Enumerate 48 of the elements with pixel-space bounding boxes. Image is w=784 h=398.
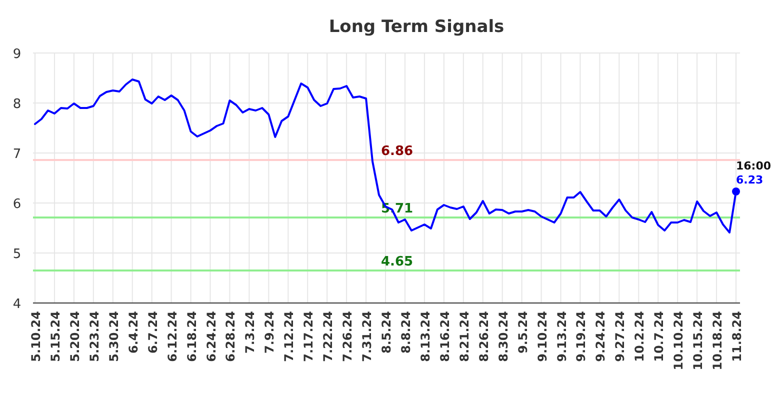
y-tick-label: 5 — [12, 247, 22, 262]
x-tick-label: 7.26.24 — [340, 311, 355, 362]
x-tick-label: 6.4.24 — [126, 311, 140, 354]
x-tick-label: 5.20.24 — [68, 311, 82, 362]
x-tick-label: 10.15.24 — [691, 311, 706, 370]
x-tick-label: 9.5.24 — [516, 311, 530, 354]
chart-title: Long Term Signals — [328, 17, 504, 37]
data-label: 6.23 — [736, 174, 764, 186]
x-tick-label: 8.8.24 — [398, 311, 413, 354]
x-tick-label: 8.26.24 — [476, 311, 491, 362]
x-tick-label: 11.8.24 — [730, 311, 744, 362]
x-tick-label: 5.23.24 — [87, 311, 102, 362]
x-tick-label: 9.13.24 — [554, 311, 569, 362]
x-tick-label: 7.22.24 — [321, 311, 336, 362]
y-tick-label: 8 — [12, 97, 22, 112]
x-tick-label: 5.30.24 — [106, 311, 121, 362]
x-tick-label: 6.28.24 — [224, 311, 238, 362]
ref-line-label: 6.86 — [381, 144, 414, 159]
x-tick-label: 8.13.24 — [418, 311, 432, 362]
x-tick-label: 10.7.24 — [652, 311, 666, 362]
x-tick-label: 7.12.24 — [282, 311, 296, 362]
x-tick-label: 6.24.24 — [204, 311, 218, 362]
x-tick-label: 9.27.24 — [613, 311, 628, 362]
x-tick-label: 9.10.24 — [535, 311, 550, 362]
ref-line-label: 4.65 — [381, 254, 414, 270]
x-tick-label: 9.24.24 — [594, 311, 608, 362]
x-tick-label: 7.17.24 — [302, 311, 316, 362]
x-tick-label: 5.15.24 — [48, 311, 62, 362]
x-tick-label: 8.5.24 — [380, 311, 394, 354]
y-tick-label: 7 — [12, 147, 22, 162]
x-tick-label: 6.18.24 — [184, 311, 199, 362]
y-tick-label: 6 — [12, 197, 22, 212]
x-tick-label: 7.31.24 — [360, 311, 374, 362]
x-tick-label: 6.7.24 — [146, 311, 160, 354]
x-tick-label: 6.12.24 — [165, 311, 180, 362]
x-tick-label: 10.2.24 — [632, 311, 647, 362]
x-tick-label: 10.10.24 — [672, 311, 686, 370]
x-tick-label: 10.18.24 — [710, 311, 725, 370]
y-tick-label: 4 — [12, 297, 22, 312]
x-tick-label: 5.10.24 — [29, 311, 43, 362]
y-tick-label: 9 — [12, 47, 22, 62]
annotation: 16:00 — [736, 160, 772, 172]
x-tick-label: 7.9.24 — [262, 311, 277, 354]
x-tick-label: 7.3.24 — [243, 311, 258, 354]
x-tick-label: 8.30.24 — [496, 311, 510, 362]
x-tick-label: 8.16.24 — [438, 311, 452, 362]
x-tick-label: 8.21.24 — [457, 311, 472, 362]
x-tick-label: 9.19.24 — [574, 311, 588, 362]
